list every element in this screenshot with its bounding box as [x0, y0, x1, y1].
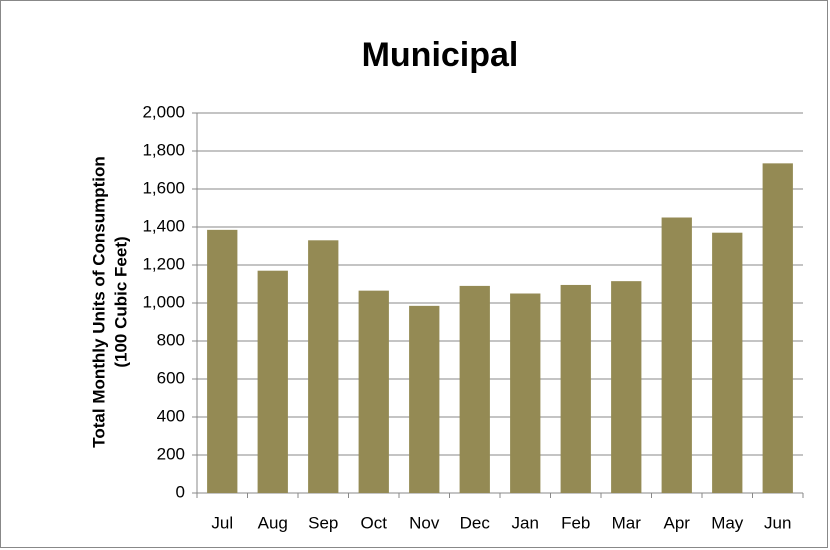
bar [308, 240, 339, 493]
bar [661, 217, 692, 493]
x-tick-label: Oct [361, 513, 388, 532]
bar [510, 293, 541, 493]
x-tick-label: Jan [512, 513, 539, 532]
y-tick-label: 200 [157, 444, 185, 463]
y-tick-label: 400 [157, 406, 185, 425]
bar [560, 284, 591, 493]
y-tick-label: 1,600 [142, 178, 185, 197]
bar [358, 290, 389, 493]
y-tick-label: 1,000 [142, 292, 185, 311]
bar [459, 285, 490, 493]
bar [207, 229, 238, 493]
x-tick-label: Jul [211, 513, 233, 532]
y-tick-label: 1,200 [142, 254, 185, 273]
x-tick-label: Feb [561, 513, 590, 532]
chart-title: Municipal [362, 36, 519, 74]
y-tick-label: 800 [157, 330, 185, 349]
y-axis-label: (100 Cubic Feet) [111, 236, 130, 367]
x-tick-label: Nov [409, 513, 440, 532]
y-tick-label: 600 [157, 368, 185, 387]
y-tick-label: 1,400 [142, 216, 185, 235]
bar [762, 163, 793, 493]
x-tick-label: Aug [258, 513, 288, 532]
x-tick-label: May [711, 513, 744, 532]
x-tick-label: Sep [308, 513, 338, 532]
y-tick-label: 0 [176, 482, 185, 501]
y-axis-label: Total Monthly Units of Consumption [89, 156, 108, 447]
y-tick-label: 2,000 [142, 102, 185, 121]
x-tick-label: Jun [764, 513, 791, 532]
bar [611, 281, 642, 493]
bar [257, 270, 288, 493]
x-tick-label: Dec [460, 513, 491, 532]
x-tick-label: Apr [664, 513, 691, 532]
bar [409, 305, 440, 493]
x-tick-label: Mar [612, 513, 642, 532]
bar [712, 232, 743, 493]
y-tick-label: 1,800 [142, 140, 185, 159]
